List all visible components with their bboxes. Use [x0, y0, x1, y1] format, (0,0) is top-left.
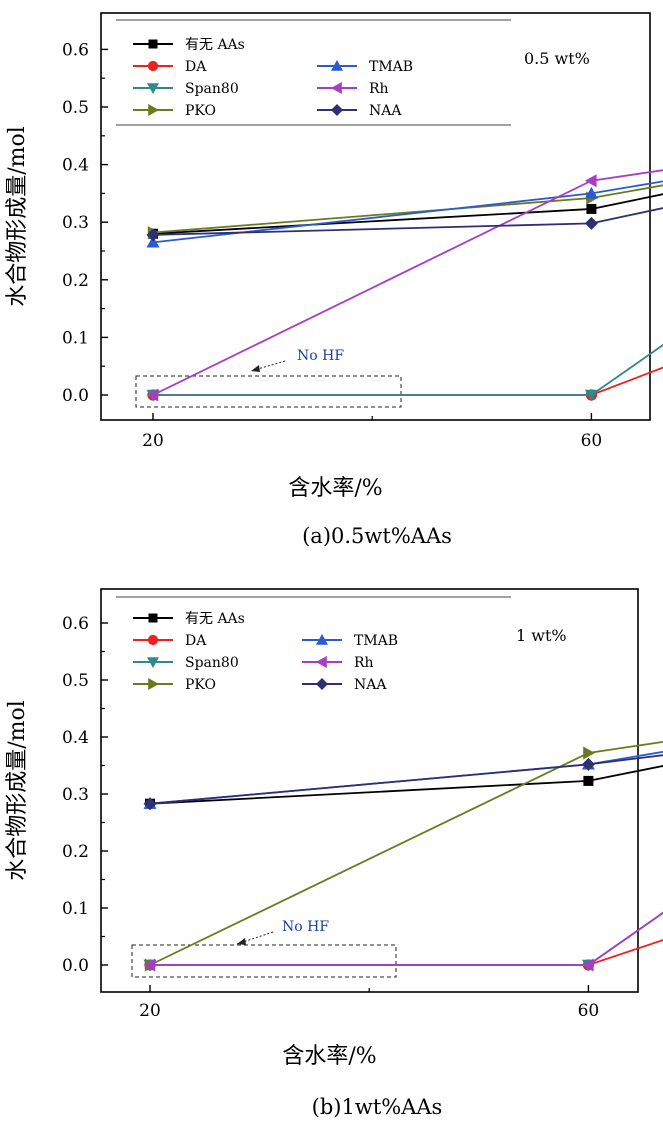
- plot-frame: [100, 12, 651, 421]
- series-line-5: [150, 911, 663, 966]
- y-tick-label: 0.6: [62, 614, 89, 634]
- y-tick-label: 0.4: [62, 156, 89, 176]
- y-tick-label: 0.1: [62, 899, 89, 919]
- legend-marker: [331, 82, 342, 94]
- y-tick-label: 0.0: [62, 956, 89, 976]
- legend-label: DA: [185, 59, 207, 75]
- legend-marker: [331, 104, 343, 116]
- legend-label: NAA: [369, 103, 402, 119]
- x-tick-label: 60: [581, 431, 603, 451]
- legend-label: Span80: [185, 81, 239, 97]
- y-tick-label: 0.4: [62, 728, 89, 748]
- y-tick-label: 0.2: [62, 271, 89, 291]
- legend-label: PKO: [185, 103, 216, 119]
- legend-marker: [147, 83, 159, 94]
- data-point: [583, 775, 594, 786]
- data-point: [583, 746, 595, 760]
- x-tick-label: 60: [578, 1001, 600, 1021]
- note-arrow-head: [237, 938, 246, 945]
- legend-marker: [147, 657, 159, 668]
- legend-marker: [148, 613, 158, 623]
- series-line-2: [153, 343, 663, 396]
- legend-label: PKO: [185, 677, 216, 693]
- data-point: [143, 797, 157, 811]
- x-axis-title: 含水率/%: [288, 476, 382, 501]
- legend-marker: [147, 634, 159, 646]
- legend-label: NAA: [354, 677, 387, 693]
- data-point: [146, 228, 160, 242]
- x-tick-label: 20: [139, 1001, 161, 1021]
- no-hf-note: No HF: [297, 348, 344, 364]
- concentration-label: 0.5 wt%: [524, 49, 590, 68]
- legend-label: TMAB: [354, 633, 398, 649]
- legend-label: 有无 AAs: [185, 37, 245, 53]
- series-line-0: [152, 193, 663, 235]
- legend-marker: [316, 678, 328, 690]
- series-line-3: [152, 184, 663, 234]
- series-line-6: [152, 207, 663, 236]
- no-hf-note: No HF: [282, 919, 329, 935]
- legend-label: Span80: [185, 655, 239, 671]
- series-line-4: [152, 180, 663, 244]
- data-point: [584, 216, 598, 230]
- legend-marker: [148, 39, 158, 49]
- y-tick-label: 0.2: [62, 842, 89, 862]
- legend-label: 有无 AAs: [185, 611, 245, 627]
- legend-marker: [316, 634, 328, 645]
- x-tick-label: 20: [142, 431, 164, 451]
- series-line-5: [152, 169, 663, 396]
- legend-label: TMAB: [369, 59, 413, 75]
- no-hf-region: [135, 375, 402, 408]
- concentration-label: 1 wt%: [516, 626, 567, 645]
- legend-marker: [148, 678, 159, 690]
- legend-label: DA: [185, 633, 207, 649]
- panel-caption: (a)0.5wt%AAs: [302, 524, 452, 548]
- panel-caption: (b)1wt%AAs: [312, 1095, 443, 1119]
- x-axis-title: 含水率/%: [282, 1044, 376, 1069]
- y-tick-label: 0.5: [62, 671, 89, 691]
- no-hf-region: [131, 944, 397, 978]
- legend-marker: [147, 60, 159, 72]
- y-tick-label: 0.6: [62, 40, 89, 60]
- data-point: [146, 235, 160, 248]
- legend-marker: [316, 656, 327, 668]
- data-point: [143, 958, 156, 972]
- y-tick-label: 0.3: [62, 785, 89, 805]
- y-axis-title: 水合物形成量/mol: [5, 126, 30, 307]
- legend-label: Rh: [354, 655, 374, 671]
- y-tick-label: 0.3: [62, 213, 89, 233]
- data-point: [586, 203, 597, 214]
- data-point: [584, 174, 597, 188]
- series-line-3: [149, 740, 663, 966]
- series-line-6: [149, 754, 663, 805]
- y-axis-title: 水合物形成量/mol: [5, 700, 30, 881]
- data-point: [581, 958, 594, 972]
- data-point: [584, 186, 598, 199]
- data-point: [581, 757, 595, 771]
- y-tick-label: 0.1: [62, 328, 89, 348]
- y-tick-label: 0.0: [62, 386, 89, 406]
- legend-marker: [148, 104, 159, 116]
- y-tick-label: 0.5: [62, 98, 89, 118]
- data-point: [146, 388, 159, 402]
- note-arrow-head: [251, 365, 260, 372]
- legend-marker: [331, 60, 343, 71]
- legend-label: Rh: [369, 81, 389, 97]
- data-point: [584, 389, 598, 402]
- series-line-0: [149, 765, 663, 805]
